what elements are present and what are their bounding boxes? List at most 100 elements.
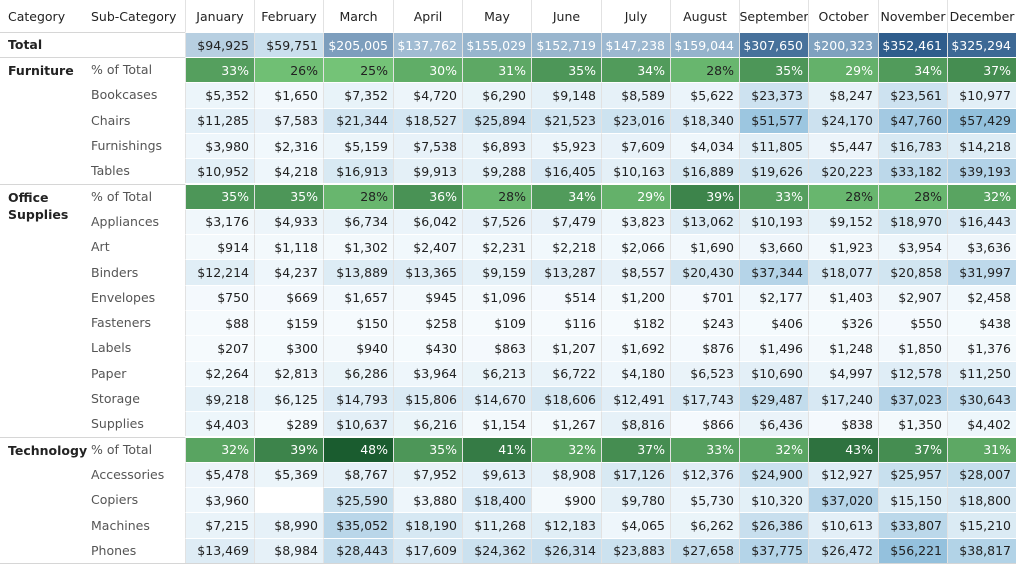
value-cell: $12,183 <box>531 512 601 538</box>
value-cell: $18,400 <box>462 487 531 513</box>
value-cell: $8,984 <box>254 537 323 563</box>
value-cell: $159 <box>254 310 323 336</box>
value-cell: $37,344 <box>739 259 808 285</box>
value-cell: $9,218 <box>185 385 254 412</box>
value-cell: $31,997 <box>947 259 1016 285</box>
value-cell: $4,933 <box>254 208 323 235</box>
value-cell: $6,436 <box>739 411 808 437</box>
value-cell: $57,429 <box>947 107 1016 133</box>
value-cell: $9,159 <box>462 259 531 285</box>
value-cell: $28,007 <box>947 461 1016 488</box>
row-divider <box>0 563 1016 564</box>
value-cell: $6,216 <box>393 411 462 437</box>
value-cell: $11,805 <box>739 132 808 159</box>
value-cell: $30,643 <box>947 385 1016 412</box>
value-cell: $39,193 <box>947 158 1016 184</box>
sub-category: Art <box>91 239 110 255</box>
column-header: July <box>601 0 670 32</box>
value-cell: $3,954 <box>878 234 947 260</box>
value-cell: $1,690 <box>670 234 739 260</box>
sub-category: Paper <box>91 365 127 381</box>
value-cell: $9,152 <box>808 208 878 235</box>
value-cell: $1,650 <box>254 82 323 108</box>
value-cell: $25,590 <box>323 487 393 513</box>
column-header: October <box>808 0 878 32</box>
sub-category: Storage <box>91 391 140 407</box>
value-cell: $18,606 <box>531 385 601 412</box>
sub-category: Supplies <box>91 416 144 432</box>
value-cell: $9,613 <box>462 461 531 488</box>
sub-category: Appliances <box>91 213 160 229</box>
value-cell: $866 <box>670 411 739 437</box>
value-cell: $24,170 <box>808 107 878 133</box>
value-cell: $47,760 <box>878 107 947 133</box>
value-cell: $18,800 <box>947 487 1016 513</box>
column-header: May <box>462 0 531 32</box>
value-cell: $207 <box>185 335 254 361</box>
value-cell: 32% <box>185 436 254 462</box>
sub-category: % of Total <box>91 62 153 78</box>
value-cell: $9,288 <box>462 158 531 184</box>
value-cell: $4,403 <box>185 411 254 437</box>
value-cell: $9,148 <box>531 82 601 108</box>
value-cell: $430 <box>393 335 462 361</box>
value-cell: 37% <box>601 436 670 462</box>
value-cell: $6,734 <box>323 208 393 235</box>
value-cell: $3,964 <box>393 360 462 386</box>
value-cell: $5,622 <box>670 82 739 108</box>
value-cell: $8,816 <box>601 411 670 437</box>
value-cell: $13,062 <box>670 208 739 235</box>
value-cell: $8,908 <box>531 461 601 488</box>
total-cell: $137,762 <box>393 32 462 57</box>
value-cell: $300 <box>254 335 323 361</box>
value-cell: $13,287 <box>531 259 601 285</box>
value-cell: 35% <box>185 183 254 209</box>
value-cell: $17,609 <box>393 537 462 563</box>
value-cell: $56,221 <box>878 537 947 563</box>
value-cell: 26% <box>254 57 323 83</box>
column-header: August <box>670 0 739 32</box>
value-cell: $10,637 <box>323 411 393 437</box>
value-cell: $3,636 <box>947 234 1016 260</box>
value-cell: $5,369 <box>254 461 323 488</box>
value-cell: $35,052 <box>323 512 393 538</box>
value-cell: $5,730 <box>670 487 739 513</box>
value-cell: $37,023 <box>878 385 947 412</box>
value-cell: $669 <box>254 284 323 310</box>
value-cell: $28,443 <box>323 537 393 563</box>
value-cell: $243 <box>670 310 739 336</box>
value-cell: $2,907 <box>878 284 947 310</box>
value-cell: 28% <box>323 183 393 209</box>
value-cell: $7,952 <box>393 461 462 488</box>
value-cell: $940 <box>323 335 393 361</box>
value-cell: $33,807 <box>878 512 947 538</box>
value-cell: $11,250 <box>947 360 1016 386</box>
value-cell: $1,096 <box>462 284 531 310</box>
total-cell: $205,005 <box>323 32 393 57</box>
column-header: April <box>393 0 462 32</box>
value-cell: $6,523 <box>670 360 739 386</box>
value-cell: $406 <box>739 310 808 336</box>
value-cell: $14,793 <box>323 385 393 412</box>
value-cell: 31% <box>462 57 531 83</box>
value-cell: $1,302 <box>323 234 393 260</box>
value-cell: $8,247 <box>808 82 878 108</box>
total-cell: $325,294 <box>947 32 1016 57</box>
value-cell: $1,496 <box>739 335 808 361</box>
row-category: Furniture <box>8 63 74 78</box>
total-cell: $152,719 <box>531 32 601 57</box>
value-cell: $1,200 <box>601 284 670 310</box>
value-cell: $914 <box>185 234 254 260</box>
value-cell: $2,316 <box>254 132 323 159</box>
sub-category: Fasteners <box>91 315 152 331</box>
value-cell: $3,176 <box>185 208 254 235</box>
column-header: June <box>531 0 601 32</box>
value-cell: $1,403 <box>808 284 878 310</box>
value-cell: $150 <box>323 310 393 336</box>
value-cell: $701 <box>670 284 739 310</box>
value-cell: $900 <box>531 487 601 513</box>
value-cell: $5,447 <box>808 132 878 159</box>
value-cell: $6,262 <box>670 512 739 538</box>
value-cell: $109 <box>462 310 531 336</box>
value-cell: $23,016 <box>601 107 670 133</box>
